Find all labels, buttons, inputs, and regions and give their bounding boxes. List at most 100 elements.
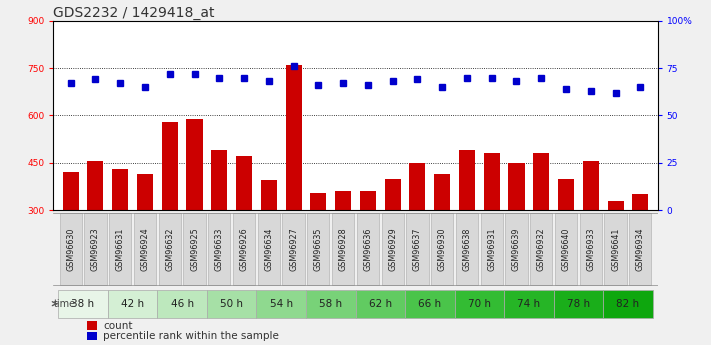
Text: 66 h: 66 h xyxy=(418,299,442,309)
Text: 38 h: 38 h xyxy=(72,299,95,309)
Text: time: time xyxy=(54,299,76,309)
FancyBboxPatch shape xyxy=(307,213,329,285)
Bar xyxy=(161,122,178,305)
FancyBboxPatch shape xyxy=(454,290,504,318)
Bar xyxy=(236,156,252,305)
FancyBboxPatch shape xyxy=(85,213,107,285)
Text: 46 h: 46 h xyxy=(171,299,193,309)
Text: 42 h: 42 h xyxy=(121,299,144,309)
Bar xyxy=(63,172,79,305)
Bar xyxy=(137,174,153,305)
Bar xyxy=(112,169,128,305)
FancyBboxPatch shape xyxy=(506,213,528,285)
Text: GSM96924: GSM96924 xyxy=(141,227,149,271)
Bar xyxy=(533,153,550,305)
Bar xyxy=(459,150,475,305)
FancyBboxPatch shape xyxy=(604,213,626,285)
Text: 62 h: 62 h xyxy=(369,299,392,309)
Text: GSM96933: GSM96933 xyxy=(587,227,595,271)
Bar xyxy=(632,194,648,305)
Text: GSM96631: GSM96631 xyxy=(116,227,124,271)
Bar xyxy=(335,191,351,305)
FancyBboxPatch shape xyxy=(530,213,552,285)
FancyBboxPatch shape xyxy=(579,213,602,285)
Text: GSM96630: GSM96630 xyxy=(66,227,75,271)
Text: GDS2232 / 1429418_at: GDS2232 / 1429418_at xyxy=(53,6,215,20)
FancyBboxPatch shape xyxy=(481,213,503,285)
Text: count: count xyxy=(103,321,132,331)
Bar xyxy=(211,150,228,305)
FancyBboxPatch shape xyxy=(208,213,230,285)
Text: 82 h: 82 h xyxy=(616,299,639,309)
FancyBboxPatch shape xyxy=(382,213,404,285)
Bar xyxy=(360,191,376,305)
FancyBboxPatch shape xyxy=(159,213,181,285)
Text: GSM96934: GSM96934 xyxy=(636,227,645,271)
FancyBboxPatch shape xyxy=(60,213,82,285)
Bar xyxy=(583,161,599,305)
Text: GSM96635: GSM96635 xyxy=(314,227,323,271)
FancyBboxPatch shape xyxy=(306,290,356,318)
Text: GSM96926: GSM96926 xyxy=(240,227,249,271)
FancyBboxPatch shape xyxy=(406,213,429,285)
Text: GSM96929: GSM96929 xyxy=(388,227,397,271)
FancyBboxPatch shape xyxy=(629,213,651,285)
Text: GSM96931: GSM96931 xyxy=(487,227,496,271)
FancyBboxPatch shape xyxy=(257,290,306,318)
Text: GSM96633: GSM96633 xyxy=(215,227,224,271)
Bar xyxy=(410,163,425,305)
Text: 54 h: 54 h xyxy=(269,299,293,309)
FancyBboxPatch shape xyxy=(134,213,156,285)
Text: 78 h: 78 h xyxy=(567,299,590,309)
Text: 50 h: 50 h xyxy=(220,299,243,309)
Text: GSM96928: GSM96928 xyxy=(338,227,348,271)
FancyBboxPatch shape xyxy=(554,290,603,318)
Bar xyxy=(286,65,301,305)
FancyBboxPatch shape xyxy=(431,213,454,285)
Text: GSM96638: GSM96638 xyxy=(462,227,471,271)
Bar xyxy=(87,161,104,305)
Bar xyxy=(87,322,97,330)
FancyBboxPatch shape xyxy=(504,290,554,318)
Text: GSM96927: GSM96927 xyxy=(289,227,298,271)
FancyBboxPatch shape xyxy=(356,290,405,318)
FancyBboxPatch shape xyxy=(456,213,478,285)
Text: GSM96925: GSM96925 xyxy=(190,227,199,271)
Text: percentile rank within the sample: percentile rank within the sample xyxy=(103,331,279,341)
FancyBboxPatch shape xyxy=(58,290,108,318)
Text: GSM96634: GSM96634 xyxy=(264,227,273,271)
FancyBboxPatch shape xyxy=(109,213,132,285)
Text: 58 h: 58 h xyxy=(319,299,342,309)
FancyBboxPatch shape xyxy=(332,213,354,285)
Bar xyxy=(87,332,97,341)
FancyBboxPatch shape xyxy=(108,290,157,318)
FancyBboxPatch shape xyxy=(233,213,255,285)
FancyBboxPatch shape xyxy=(157,290,207,318)
Bar xyxy=(434,174,450,305)
Text: GSM96932: GSM96932 xyxy=(537,227,546,271)
FancyBboxPatch shape xyxy=(183,213,205,285)
FancyBboxPatch shape xyxy=(555,213,577,285)
Text: GSM96930: GSM96930 xyxy=(438,227,447,271)
Bar xyxy=(261,180,277,305)
Bar xyxy=(508,163,525,305)
Bar xyxy=(310,193,326,305)
FancyBboxPatch shape xyxy=(282,213,305,285)
Bar xyxy=(483,153,500,305)
FancyBboxPatch shape xyxy=(405,290,454,318)
Text: 70 h: 70 h xyxy=(468,299,491,309)
Text: GSM96639: GSM96639 xyxy=(512,227,521,271)
FancyBboxPatch shape xyxy=(207,290,257,318)
FancyBboxPatch shape xyxy=(603,290,653,318)
Text: GSM96637: GSM96637 xyxy=(413,227,422,271)
Text: GSM96641: GSM96641 xyxy=(611,227,620,271)
Bar xyxy=(607,201,624,305)
Text: GSM96640: GSM96640 xyxy=(562,227,570,271)
Text: GSM96923: GSM96923 xyxy=(91,227,100,271)
FancyBboxPatch shape xyxy=(257,213,280,285)
Text: 74 h: 74 h xyxy=(518,299,540,309)
Bar xyxy=(558,178,574,305)
Bar xyxy=(385,178,401,305)
Bar xyxy=(186,119,203,305)
Text: GSM96636: GSM96636 xyxy=(363,227,373,271)
